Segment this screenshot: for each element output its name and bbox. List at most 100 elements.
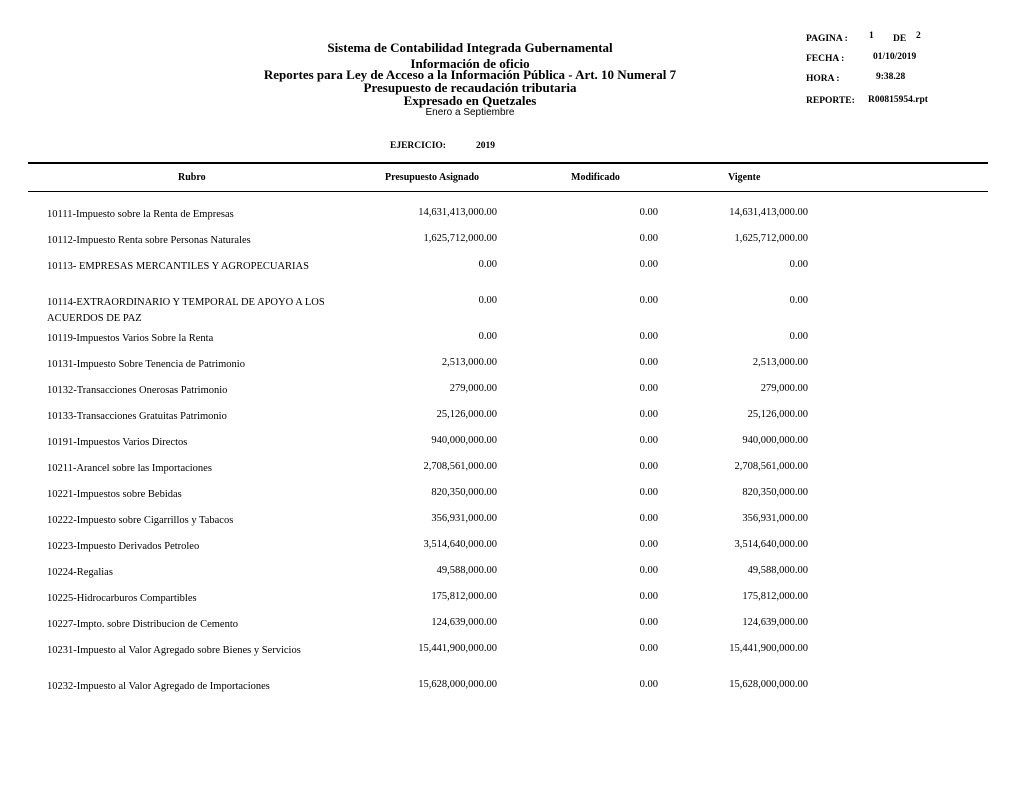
vigente-cell: 15,441,900,000.00 [729,643,808,654]
vigente-cell: 49,588,000.00 [747,565,808,576]
vigente-cell: 0.00 [789,331,808,342]
modificado-cell: 0.00 [639,357,658,368]
column-header-rubro: Rubro [178,172,206,183]
ejercicio-value: 2019 [476,141,495,151]
rubro-cell: 10225-Hidrocarburos Compartibles [47,593,197,604]
table-row: 10131-Impuesto Sobre Tenencia de Patrimo… [0,355,1024,381]
rubro-cell: 10133-Transacciones Gratuitas Patrimonio [47,411,227,422]
vigente-cell: 124,639,000.00 [742,617,808,628]
table-row: 10133-Transacciones Gratuitas Patrimonio… [0,407,1024,433]
vigente-cell: 2,513,000.00 [752,357,808,368]
modificado-cell: 0.00 [639,487,658,498]
table-row: 10221-Impuestos sobre Bebidas 820,350,000… [0,485,1024,511]
presupuesto-asignado-cell: 14,631,413,000.00 [418,207,497,218]
pagina-label: PAGINA : [806,34,848,44]
rubro-cell: 10113- EMPRESAS MERCANTILES Y AGROPECUAR… [47,261,309,272]
vigente-cell: 2,708,561,000.00 [734,461,809,472]
modificado-cell: 0.00 [639,383,658,394]
rubro-cell: 10211-Arancel sobre las Importaciones [47,463,212,474]
table-row: 10232-Impuesto al Valor Agregado de Impo… [0,677,1024,703]
table-row: 10191-Impuestos Varios Directos 940,000,0… [0,433,1024,459]
table-row: 10111-Impuesto sobre la Renta de Empresa… [0,205,1024,231]
vigente-cell: 0.00 [789,259,808,270]
presupuesto-asignado-cell: 0.00 [478,331,497,342]
header-top-rule [28,162,988,164]
report-period: Enero a Septiembre [425,107,515,118]
column-header-vigente: Vigente [728,172,761,183]
presupuesto-asignado-cell: 15,441,900,000.00 [418,643,497,654]
budget-table: 10111-Impuesto sobre la Renta de Empresa… [0,205,1024,703]
pagina-value: 1 [869,31,874,41]
presupuesto-asignado-cell: 1,625,712,000.00 [423,233,498,244]
vigente-cell: 279,000.00 [760,383,808,394]
modificado-cell: 0.00 [639,461,658,472]
modificado-cell: 0.00 [639,539,658,550]
presupuesto-asignado-cell: 175,812,000.00 [431,591,497,602]
modificado-cell: 0.00 [639,591,658,602]
modificado-cell: 0.00 [639,259,658,270]
report-currency: Expresado en Quetzales [403,93,537,108]
fecha-label: FECHA : [806,54,845,64]
table-row: 10211-Arancel sobre las Importaciones 2,7… [0,459,1024,485]
table-row: 10119-Impuestos Varios Sobre la Renta 0.0… [0,329,1024,355]
de-label: DE [893,34,907,44]
vigente-cell: 14,631,413,000.00 [729,207,808,218]
report-subtitle: Información de oficio [410,56,530,71]
vigente-cell: 820,350,000.00 [742,487,808,498]
reporte-value: R00815954.rpt [868,95,928,105]
table-row: 10113- EMPRESAS MERCANTILES Y AGROPECUAR… [0,257,1024,293]
modificado-cell: 0.00 [639,435,658,446]
rubro-cell: 10222-Impuesto sobre Cigarrillos y Tabac… [47,515,234,526]
report-law-reference: Reportes para Ley de Acceso a la Informa… [263,67,677,82]
modificado-cell: 0.00 [639,331,658,342]
rubro-cell: 10131-Impuesto Sobre Tenencia de Patrimo… [47,359,245,370]
rubro-cell: 10224-Regalias [47,567,113,578]
presupuesto-asignado-cell: 0.00 [478,295,497,306]
modificado-cell: 0.00 [639,617,658,628]
vigente-cell: 356,931,000.00 [742,513,808,524]
reporte-label: REPORTE: [806,96,855,106]
modificado-cell: 0.00 [639,207,658,218]
modificado-cell: 0.00 [639,409,658,420]
rubro-cell: 10132-Transacciones Onerosas Patrimonio [47,385,228,396]
column-header-modificado: Modificado [571,172,620,183]
vigente-cell: 15,628,000,000.00 [729,679,808,690]
presupuesto-asignado-cell: 124,639,000.00 [431,617,497,628]
vigente-cell: 940,000,000.00 [742,435,808,446]
presupuesto-asignado-cell: 356,931,000.00 [431,513,497,524]
column-header-presupuesto-asignado: Presupuesto Asignado [385,172,480,183]
table-row: 10132-Transacciones Onerosas Patrimonio 2… [0,381,1024,407]
presupuesto-asignado-cell: 15,628,000,000.00 [418,679,497,690]
de-value: 2 [916,31,921,41]
vigente-cell: 25,126,000.00 [747,409,808,420]
rubro-cell: 10221-Impuestos sobre Bebidas [47,489,182,500]
table-row: 10227-Impto. sobre Distribucion de Cemen… [0,615,1024,641]
presupuesto-asignado-cell: 279,000.00 [449,383,497,394]
presupuesto-asignado-cell: 3,514,640,000.00 [423,539,498,550]
table-row: 10114-EXTRAORDINARIO Y TEMPORAL DE APOYO… [0,293,1024,329]
table-row: 10231-Impuesto al Valor Agregado sobre B… [0,641,1024,677]
table-row: 10112-Impuesto Renta sobre Personas Natu… [0,231,1024,257]
modificado-cell: 0.00 [639,295,658,306]
presupuesto-asignado-cell: 0.00 [478,259,497,270]
rubro-cell: 10223-Impuesto Derivados Petroleo [47,541,200,552]
rubro-cell: 10232-Impuesto al Valor Agregado de Impo… [47,681,270,692]
table-row: 10224-Regalias 49,588,000.00 0.00 49,588,00… [0,563,1024,589]
table-row: 10225-Hidrocarburos Compartibles 175,812,… [0,589,1024,615]
vigente-cell: 3,514,640,000.00 [734,539,809,550]
rubro-cell: 10191-Impuestos Varios Directos [47,437,188,448]
header-bottom-rule [28,191,988,192]
report-description: Presupuesto de recaudación tributaria [363,80,577,95]
rubro-cell: 10112-Impuesto Renta sobre Personas Natu… [47,235,251,246]
hora-value: 9:38.28 [876,72,906,82]
presupuesto-asignado-cell: 940,000,000.00 [431,435,497,446]
presupuesto-asignado-cell: 25,126,000.00 [436,409,497,420]
vigente-cell: 175,812,000.00 [742,591,808,602]
modificado-cell: 0.00 [639,565,658,576]
table-row: 10222-Impuesto sobre Cigarrillos y Tabac… [0,511,1024,537]
hora-label: HORA : [806,74,840,84]
ejercicio-label: EJERCICIO: [390,141,446,151]
rubro-cell: 10227-Impto. sobre Distribucion de Cemen… [47,619,239,630]
presupuesto-asignado-cell: 2,708,561,000.00 [423,461,498,472]
presupuesto-asignado-cell: 820,350,000.00 [431,487,497,498]
